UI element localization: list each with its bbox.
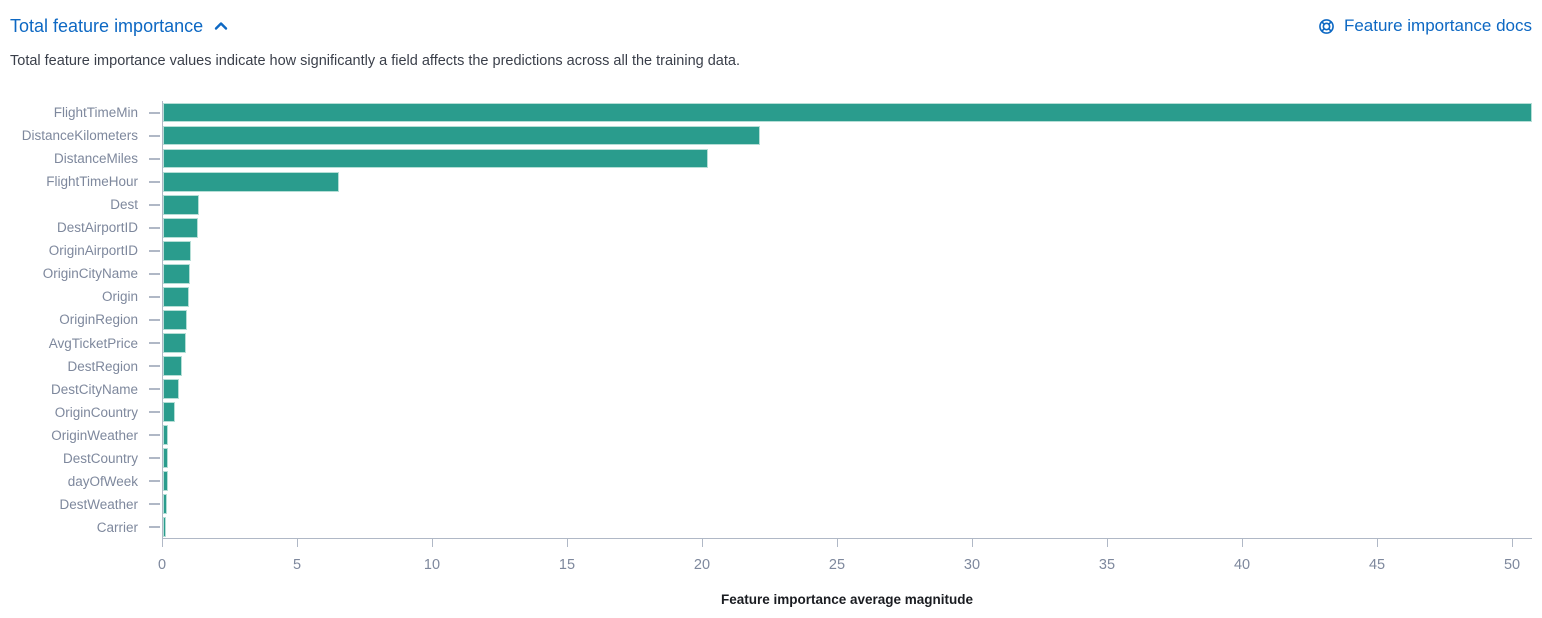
chart-bar-Dest[interactable] bbox=[163, 194, 200, 215]
y-axis-label-DistanceKilometers: DistanceKilometers bbox=[21, 128, 138, 144]
y-axis-label-DistanceMiles: DistanceMiles bbox=[53, 151, 138, 167]
y-axis-tick bbox=[149, 157, 160, 160]
y-axis-label-OriginWeather: OriginWeather bbox=[51, 427, 138, 443]
y-axis-tick bbox=[149, 457, 160, 460]
x-axis-tick bbox=[297, 539, 298, 547]
chart-bar-DestCityName[interactable] bbox=[163, 379, 180, 399]
x-axis-tick-label: 10 bbox=[423, 557, 441, 573]
y-axis-tick bbox=[149, 226, 160, 229]
chart-bar-Carrier[interactable] bbox=[163, 517, 166, 538]
y-axis-label-FlightTimeMin: FlightTimeMin bbox=[53, 105, 138, 120]
plot-area bbox=[162, 101, 1532, 539]
panel-description: Total feature importance values indicate… bbox=[10, 53, 740, 69]
feature-importance-docs-link[interactable]: Feature importance docs bbox=[1317, 14, 1532, 38]
y-axis-tick bbox=[149, 411, 160, 414]
x-axis-tick bbox=[837, 539, 838, 547]
x-axis-tick-label: 25 bbox=[828, 557, 846, 573]
y-axis-tick bbox=[149, 272, 160, 275]
y-axis-label-Origin: Origin bbox=[101, 289, 138, 305]
x-axis-tick bbox=[1512, 539, 1514, 547]
y-axis-label-DestCityName: DestCityName bbox=[50, 381, 138, 397]
total-feature-importance-toggle[interactable]: Total feature importance bbox=[10, 14, 229, 38]
y-axis-tick bbox=[149, 503, 160, 506]
panel-title: Total feature importance bbox=[10, 16, 204, 36]
chart-bar-DestRegion[interactable] bbox=[163, 356, 183, 376]
chart-bar-OriginRegion[interactable] bbox=[163, 309, 188, 330]
x-axis-tick bbox=[972, 539, 973, 547]
y-axis-label-OriginCountry: OriginCountry bbox=[54, 404, 138, 420]
x-axis-tick-label: 45 bbox=[1368, 557, 1386, 573]
y-axis-label-Carrier: Carrier bbox=[96, 519, 138, 535]
x-axis-title: Feature importance average magnitude bbox=[720, 592, 974, 607]
y-axis-tick bbox=[149, 526, 160, 529]
x-axis-tick bbox=[702, 539, 703, 547]
help-icon bbox=[1317, 17, 1336, 36]
chart-bar-AvgTicketPrice[interactable] bbox=[163, 333, 186, 353]
chart-bar-dayOfWeek[interactable] bbox=[163, 471, 168, 492]
x-axis-tick-label: 35 bbox=[1098, 557, 1116, 573]
chart-bar-OriginCountry[interactable] bbox=[163, 402, 176, 423]
chart-bar-DestAirportID[interactable] bbox=[163, 217, 199, 238]
x-axis-tick-label: 30 bbox=[963, 557, 981, 573]
chart-bar-DestCountry[interactable] bbox=[163, 448, 169, 469]
y-axis-label-FlightTimeHour: FlightTimeHour bbox=[46, 174, 138, 190]
y-axis-tick bbox=[149, 295, 160, 298]
x-axis-tick-label: 40 bbox=[1233, 557, 1251, 573]
chart-bar-FlightTimeMin[interactable] bbox=[163, 102, 1532, 123]
y-axis-label-AvgTicketPrice: AvgTicketPrice bbox=[48, 335, 138, 351]
x-axis-tick-label: 0 bbox=[157, 557, 167, 573]
y-axis-label-DestWeather: DestWeather bbox=[59, 496, 138, 512]
chart-bar-DistanceKilometers[interactable] bbox=[163, 125, 760, 146]
x-axis-tick-label: 50 bbox=[1503, 557, 1521, 573]
x-axis-tick bbox=[162, 539, 163, 547]
x-axis-tick bbox=[432, 539, 433, 547]
chart-bar-DestWeather[interactable] bbox=[163, 494, 168, 515]
y-axis-tick bbox=[149, 203, 160, 206]
y-axis-label-DestCountry: DestCountry bbox=[62, 450, 138, 466]
chart-bar-Origin[interactable] bbox=[163, 286, 189, 307]
docs-link-label: Feature importance docs bbox=[1343, 16, 1532, 35]
chart-bar-OriginWeather[interactable] bbox=[163, 425, 169, 446]
y-axis-label-OriginRegion: OriginRegion bbox=[59, 312, 138, 328]
y-axis-tick bbox=[149, 134, 160, 137]
chevron-up-icon bbox=[213, 18, 229, 34]
y-axis-tick bbox=[149, 365, 160, 368]
chart-bar-OriginAirportID[interactable] bbox=[163, 240, 192, 261]
chart-bar-FlightTimeHour[interactable] bbox=[163, 171, 339, 192]
y-axis-label-OriginCityName: OriginCityName bbox=[42, 266, 138, 282]
x-axis-tick-label: 5 bbox=[292, 557, 302, 573]
y-axis-tick bbox=[149, 388, 160, 391]
feature-importance-chart: Feature importance average magnitude Fli… bbox=[0, 101, 1542, 618]
x-axis-tick-label: 20 bbox=[693, 557, 711, 573]
chart-bar-DistanceMiles[interactable] bbox=[163, 148, 709, 169]
y-axis-label-DestAirportID: DestAirportID bbox=[56, 220, 138, 236]
y-axis-label-DestRegion: DestRegion bbox=[67, 358, 138, 374]
x-axis-tick bbox=[567, 539, 568, 547]
y-axis-tick bbox=[149, 319, 160, 321]
y-axis-tick bbox=[149, 249, 160, 252]
panel-header: Total feature importance bbox=[0, 0, 1542, 38]
y-axis-tick bbox=[149, 342, 160, 345]
y-axis-tick bbox=[149, 480, 160, 483]
y-axis-tick bbox=[149, 180, 160, 183]
x-axis-tick-label: 15 bbox=[558, 557, 576, 573]
y-axis-tick bbox=[149, 111, 160, 114]
y-axis-label-OriginAirportID: OriginAirportID bbox=[48, 243, 138, 259]
x-axis-tick bbox=[1377, 539, 1379, 547]
x-axis-tick bbox=[1242, 539, 1244, 547]
x-axis-tick bbox=[1107, 539, 1108, 547]
y-axis-tick bbox=[149, 434, 160, 437]
y-axis-label-dayOfWeek: dayOfWeek bbox=[67, 473, 138, 489]
y-axis-label-Dest: Dest bbox=[110, 197, 138, 213]
chart-bar-OriginCityName[interactable] bbox=[163, 263, 190, 284]
